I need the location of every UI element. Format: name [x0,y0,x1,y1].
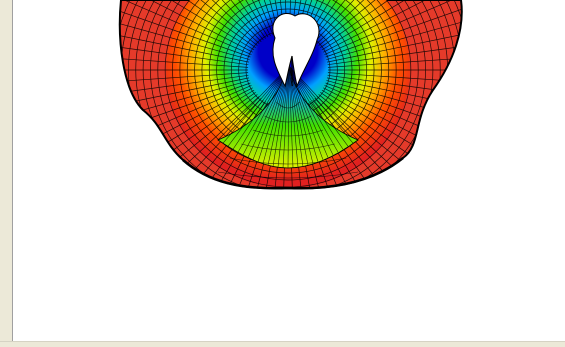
surface-plot[interactable] [13,0,565,341]
mesh-spoke [302,0,386,35]
mesh-spoke [119,0,260,44]
mesh-spoke [310,0,434,39]
mesh-spoke [312,0,449,41]
mesh-spoke [119,0,256,48]
mesh-spoke [142,0,266,39]
mesh-spoke [307,0,419,38]
mesh-spoke [119,0,255,51]
cone-mesh-line [288,65,299,168]
mesh-spoke [119,80,250,140]
cone-mesh-line [288,65,329,158]
cone-mesh-line [288,65,314,164]
cone-mesh-line [288,65,294,168]
mesh-spoke [207,0,276,34]
mesh-spoke [119,0,251,58]
mesh-spoke [320,0,462,48]
mesh-spoke [119,0,250,60]
cone-mesh-line [237,65,290,153]
mesh-spoke [323,0,462,53]
mesh-spoke [318,0,462,46]
mesh-spoke [119,17,249,63]
mesh-spoke [119,77,249,123]
cone-mesh-arc [264,115,312,123]
cone-mesh-line [217,65,290,141]
mesh-spoke [327,17,462,63]
plot-canvas[interactable] [12,0,565,341]
mesh-spoke [119,0,262,42]
surface-center-hole [272,13,320,88]
mesh-spoke [327,72,462,88]
cone-mesh-arc [241,143,335,151]
cone-mesh-arc [276,101,300,109]
mesh-spoke [173,0,271,37]
mesh-spoke [305,0,403,37]
cone-mesh-arc [229,157,347,165]
mesh-spoke [119,72,249,88]
mesh-spoke [327,34,462,66]
mesh-spoke [127,0,264,41]
mesh-spoke [316,0,462,44]
window-bottom-frame [0,341,565,347]
mesh-spoke [314,0,462,42]
mesh-spoke [119,52,249,68]
mesh-spoke [119,34,249,66]
cone-mesh-line [277,65,290,168]
mesh-spoke [157,0,269,38]
mesh-spoke [324,0,462,55]
cone-mesh-arc [217,171,359,179]
window-left-frame [0,0,12,341]
cone-mesh-line [282,65,290,168]
mesh-spoke [119,0,253,53]
mesh-spoke [327,52,462,68]
cone-mesh-line [242,65,290,156]
mesh-spoke [119,0,258,46]
mesh-spoke [300,0,369,34]
mesh-spoke [190,0,274,35]
mesh-spoke [119,0,252,55]
surface-lower-rim [182,157,404,190]
cone-mesh-line [232,65,290,150]
cone-mesh-line [288,65,324,160]
cone-mesh-arc [252,129,324,137]
mesh-spoke [326,0,462,60]
cone-mesh-line [288,65,319,162]
mesh-spoke [321,0,462,51]
cone-mesh-line [222,65,290,144]
mesh-spoke [119,74,249,106]
cone-mesh-line [227,65,290,147]
cone-mesh-line [287,65,290,169]
mesh-spoke [325,0,462,58]
